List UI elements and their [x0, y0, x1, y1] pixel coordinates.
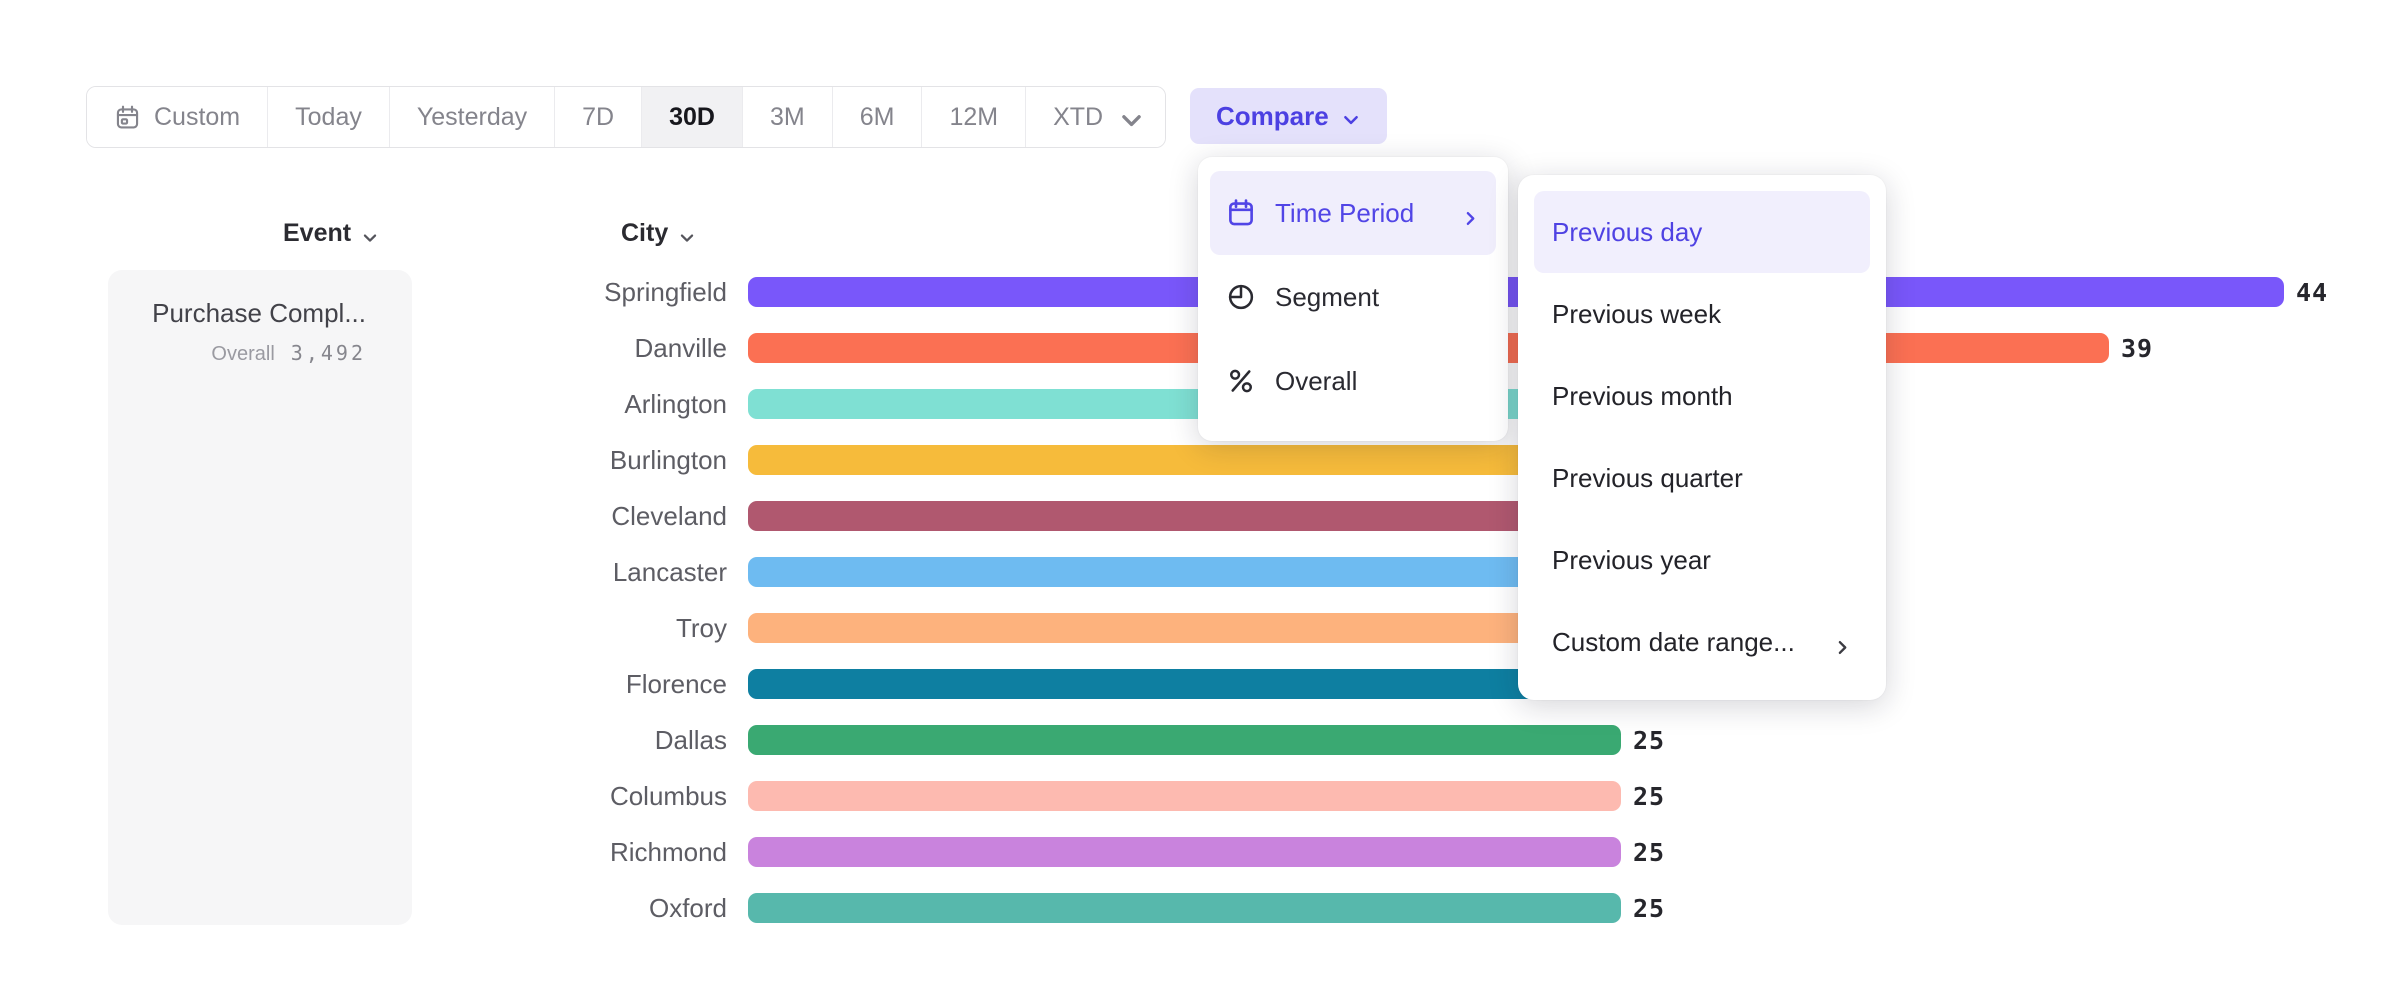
menu-item-label: Segment: [1275, 281, 1380, 312]
chevron-right-icon: [1838, 640, 1847, 654]
chevron-down-icon: [678, 225, 696, 243]
range-button-3m[interactable]: 3M: [742, 87, 833, 147]
date-range-toolbar: Custom Today Yesterday 7D 30D 3M 6M 12M XTD: [86, 86, 1167, 148]
range-button-label: Today: [295, 102, 362, 131]
event-panel: Purchase Compl... Overall 3,492: [108, 270, 412, 925]
city-label: Lancaster: [612, 556, 727, 587]
city-column-label: City: [621, 219, 669, 247]
chart-row: Springfield 44: [448, 277, 2328, 307]
city-label: Richmond: [609, 836, 727, 867]
range-button-7d[interactable]: 7D: [555, 87, 643, 147]
bar[interactable]: [748, 725, 1621, 755]
chart-row: Dallas 25: [448, 725, 1665, 755]
range-button-custom[interactable]: Custom: [87, 87, 269, 147]
submenu-item-label: Previous year: [1552, 544, 1711, 575]
chart-row: Richmond 25: [448, 837, 1665, 867]
chevron-down-icon: [1341, 106, 1361, 126]
range-button-label: Yesterday: [416, 102, 528, 131]
event-name: Purchase Compl...: [152, 298, 366, 328]
city-label: Troy: [675, 612, 727, 643]
range-button-30d[interactable]: 30D: [642, 87, 743, 147]
overall-value: 3,492: [290, 341, 366, 365]
range-button-yesterday[interactable]: Yesterday: [389, 87, 556, 147]
bar[interactable]: [748, 893, 1621, 923]
compare-button[interactable]: Compare: [1190, 88, 1387, 144]
submenu-item-previous-year[interactable]: Previous year: [1534, 519, 1870, 601]
menu-item-label: Overall: [1275, 365, 1358, 396]
submenu-item-label: Previous quarter: [1552, 462, 1743, 493]
percent-icon: [1230, 369, 1253, 393]
submenu-item-custom-date-range[interactable]: Custom date range...: [1534, 601, 1870, 683]
chevron-down-icon: [681, 233, 694, 242]
submenu-item-previous-month[interactable]: Previous month: [1534, 355, 1870, 437]
submenu-item-label: Previous month: [1552, 380, 1733, 411]
event-column-selector[interactable]: Event: [283, 219, 379, 248]
bar-value: 39: [2121, 333, 2154, 363]
submenu-item-label: Previous day: [1552, 216, 1703, 247]
city-column-selector[interactable]: City: [621, 219, 696, 248]
submenu-item-label: Previous week: [1552, 298, 1722, 329]
menu-item-overall[interactable]: Overall: [1210, 339, 1496, 423]
chevron-right-icon: [1466, 211, 1475, 225]
segment-icon: [1228, 284, 1254, 310]
overall-label: Overall: [211, 343, 275, 365]
city-label: Oxford: [648, 892, 727, 923]
bar[interactable]: [748, 781, 1621, 811]
range-button-xtd[interactable]: XTD: [1026, 87, 1166, 147]
bar-value: 25: [1633, 893, 1666, 923]
chart-row: Oxford 25: [448, 893, 1665, 923]
range-button-label: 12M: [949, 102, 999, 131]
city-label: Springfield: [604, 276, 727, 307]
chart-row: Columbus 25: [448, 781, 1665, 811]
city-label: Danville: [634, 332, 728, 363]
chevron-down-icon: [1343, 116, 1358, 125]
range-button-label: 7D: [582, 102, 615, 131]
city-label: Dallas: [654, 724, 727, 755]
chevron-down-icon: [1122, 115, 1141, 127]
range-button-today[interactable]: Today: [268, 87, 390, 147]
menu-item-time-period[interactable]: Time Period: [1210, 171, 1496, 255]
range-button-label: Custom: [154, 102, 241, 131]
city-label: Burlington: [609, 444, 727, 475]
event-column-label: Event: [283, 219, 352, 247]
range-button-6m[interactable]: 6M: [832, 87, 923, 147]
submenu-item-previous-quarter[interactable]: Previous quarter: [1534, 437, 1870, 519]
city-label: Cleveland: [611, 500, 727, 531]
compare-menu: Time Period Segment Overall: [1198, 157, 1508, 441]
event-list-item[interactable]: Purchase Compl... Overall 3,492: [108, 270, 412, 366]
bar[interactable]: [748, 277, 2284, 307]
chevron-down-icon: [361, 225, 379, 243]
submenu-item-previous-day[interactable]: Previous day: [1534, 191, 1870, 273]
city-label: Columbus: [609, 780, 727, 811]
range-button-label: 6M: [859, 102, 895, 131]
calendar-icon: [116, 105, 139, 128]
time-period-submenu: Previous day Previous week Previous month P…: [1518, 175, 1886, 700]
bar-value: 44: [2296, 277, 2329, 307]
bar-value: 25: [1633, 725, 1666, 755]
range-button-label: 30D: [669, 102, 715, 131]
range-button-label: XTD: [1053, 102, 1104, 131]
city-label: Arlington: [624, 388, 727, 419]
bar-value: 25: [1633, 781, 1666, 811]
range-button-12m[interactable]: 12M: [922, 87, 1027, 147]
bar-value: 25: [1633, 837, 1666, 867]
bar[interactable]: [748, 837, 1621, 867]
chevron-down-icon: [363, 233, 377, 242]
submenu-item-label: Custom date range...: [1552, 626, 1795, 657]
menu-item-segment[interactable]: Segment: [1210, 255, 1496, 339]
menu-item-label: Time Period: [1275, 197, 1415, 228]
calendar-icon: [1229, 199, 1253, 226]
chart-row: Florence: [448, 669, 1690, 699]
range-button-label: 3M: [769, 102, 805, 131]
compare-button-label: Compare: [1216, 100, 1329, 131]
submenu-item-previous-week[interactable]: Previous week: [1534, 273, 1870, 355]
city-label: Florence: [625, 668, 727, 699]
